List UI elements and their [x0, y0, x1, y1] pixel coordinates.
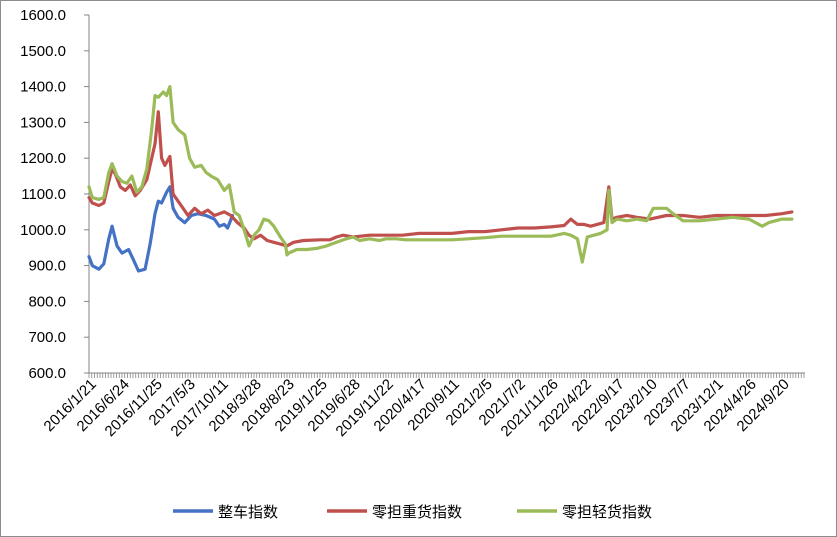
legend-label: 零担重货指数 [372, 503, 462, 521]
y-tick-label: 1500.0 [20, 43, 66, 60]
series-line [87, 85, 794, 264]
y-tick-label: 700.0 [28, 329, 66, 346]
y-tick-label: 1000.0 [20, 222, 66, 239]
y-tick-label: 1200.0 [20, 150, 66, 167]
y-tick-label: 800.0 [28, 293, 66, 310]
legend-label: 零担轻货指数 [562, 503, 652, 521]
y-tick-label: 600.0 [28, 365, 66, 382]
series-line [87, 185, 235, 273]
y-tick-label: 1400.0 [20, 79, 66, 96]
y-tick-label: 900.0 [28, 258, 66, 275]
y-tick-label: 1600.0 [20, 7, 66, 24]
legend-label: 整车指数 [218, 503, 278, 521]
y-tick-label: 1300.0 [20, 114, 66, 131]
y-tick-label: 1100.0 [21, 186, 66, 203]
series-line [87, 110, 794, 248]
